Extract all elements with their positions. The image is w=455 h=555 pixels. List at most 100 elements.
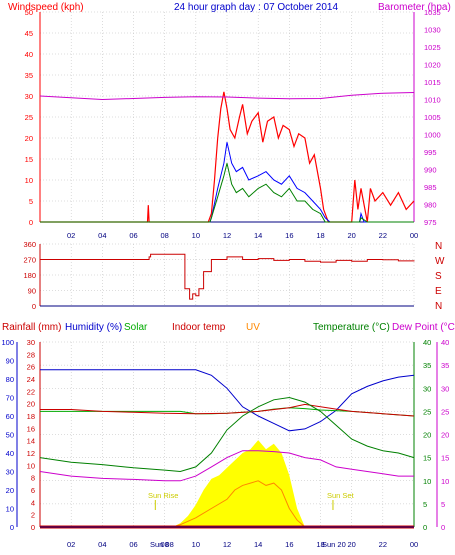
- wind-tick-label: 50: [25, 8, 33, 17]
- rain-tick-label: 4: [31, 498, 35, 507]
- dew-tick-label: 40: [441, 338, 449, 347]
- humidity-tick-label: 10: [6, 505, 14, 514]
- dew-tick-label: 0: [441, 523, 445, 532]
- x-tick-label: 18: [316, 231, 324, 240]
- x-tick-label: 08: [160, 540, 168, 549]
- humidity-tick-label: 40: [6, 449, 14, 458]
- x-tick-label: 12: [223, 231, 231, 240]
- dewpoint-label: Dew Point (°C): [392, 322, 455, 333]
- wind-direction-panel: 0 90 180 270 360: [23, 240, 415, 311]
- temp-tick-label: 10: [423, 477, 431, 486]
- temp-tick-label: 40: [423, 338, 431, 347]
- wind-tick-label: 0: [29, 218, 33, 227]
- wind-direction-series: [40, 253, 415, 300]
- compass-letter: N: [435, 301, 442, 312]
- x-tick-label: 14: [254, 540, 262, 549]
- wind-tick-label: 5: [29, 197, 33, 206]
- windspeed-label: Windspeed (kph): [8, 2, 84, 13]
- wind-tick-label: 10: [25, 176, 33, 185]
- dew-tick-label: 20: [441, 431, 449, 440]
- uv-series: [40, 480, 414, 528]
- humidity-tick-label: 50: [6, 431, 14, 440]
- dir-tick-label: 180: [23, 271, 36, 280]
- sunrise-label: Sun Rise: [148, 491, 178, 500]
- rain-tick-label: 8: [31, 474, 35, 483]
- dir-tick-label: 90: [28, 287, 36, 296]
- x-tick-label: 20: [347, 231, 355, 240]
- rain-tick-label: 26: [27, 363, 35, 372]
- x-tick-label: 10: [192, 540, 200, 549]
- rain-tick-label: 22: [27, 387, 35, 396]
- baro-tick-label: 990: [424, 166, 437, 175]
- x-tick-label: 08: [160, 231, 168, 240]
- humidity-tick-label: 20: [6, 486, 14, 495]
- indoor-series: [40, 403, 415, 417]
- compass-letter: N: [435, 241, 442, 252]
- dew-tick-label: 15: [441, 454, 449, 463]
- dir-tick-label: 360: [23, 240, 36, 249]
- baro-tick-label: 1020: [424, 61, 441, 70]
- x-tick-label: 04: [98, 540, 106, 549]
- wind-tick-label: 25: [25, 113, 33, 122]
- barometer-label: Barometer (hpa): [378, 2, 451, 13]
- temp-tick-label: 15: [423, 454, 431, 463]
- wind-series: [40, 91, 415, 223]
- rain-tick-label: 20: [27, 400, 35, 409]
- temp-tick-label: 25: [423, 407, 431, 416]
- temperature-label: Temperature (°C): [313, 322, 390, 333]
- dew-series: [39, 450, 414, 482]
- humidity-tick-label: 100: [1, 338, 14, 347]
- baro-tick-label: 1035: [424, 8, 441, 17]
- dir-tick-label: 270: [23, 256, 36, 265]
- compass-letter: W: [435, 256, 445, 267]
- wind-tick-label: 40: [25, 50, 33, 59]
- x-tick-label: 04: [98, 231, 106, 240]
- dew-tick-label: 10: [441, 477, 449, 486]
- rain-tick-label: 0: [31, 523, 35, 532]
- rain-tick-label: 16: [27, 424, 35, 433]
- x-tick-label: 02: [67, 540, 75, 549]
- humidity-tick-label: 0: [10, 523, 14, 532]
- baro-tick-label: 985: [424, 183, 437, 192]
- temp-tick-label: 20: [423, 431, 431, 440]
- rain-tick-label: 28: [27, 350, 35, 359]
- wind-tick-label: 45: [25, 29, 33, 38]
- rain-tick-label: 6: [31, 486, 35, 495]
- baro-tick-label: 1005: [424, 113, 441, 122]
- rain-tick-label: 12: [27, 449, 35, 458]
- dew-tick-label: 30: [441, 384, 449, 393]
- humidity-tick-label: 60: [6, 412, 14, 421]
- x-tick-label: 22: [379, 231, 387, 240]
- temp-tick-label: 30: [423, 384, 431, 393]
- baro-tick-label: 1010: [424, 96, 441, 105]
- baro-tick-label: 1025: [424, 43, 441, 52]
- indoor-temp-label: Indoor temp: [172, 322, 226, 333]
- rain-tick-label: 14: [27, 437, 35, 446]
- chart-title: 24 hour graph day : 07 October 2014: [174, 2, 338, 13]
- rain-tick-label: 10: [27, 461, 35, 470]
- uv-label: UV: [246, 322, 260, 333]
- temperature-humidity-panel: 02 04 06 08 10 12 14 16 18 20 22 000102030405060708…: [1, 338, 449, 549]
- temp-tick-label: 5: [423, 500, 427, 509]
- humidity-series: [40, 369, 415, 432]
- x-tick-label: 16: [285, 231, 293, 240]
- solar-label: Solar: [124, 322, 148, 333]
- x-tick-label: 20: [347, 540, 355, 549]
- wind-tick-label: 35: [25, 71, 33, 80]
- x-tick-label: 22: [379, 540, 387, 549]
- wind-tick-label: 15: [25, 155, 33, 164]
- humidity-tick-label: 70: [6, 394, 14, 403]
- sunset-label: Sun Set: [327, 491, 355, 500]
- dew-tick-label: 35: [441, 361, 449, 370]
- temp-series: [39, 396, 415, 473]
- rain-tick-label: 24: [27, 375, 35, 384]
- x-tick-label: 00: [410, 231, 418, 240]
- dew-tick-label: 25: [441, 407, 449, 416]
- x-tick-label: 14: [254, 231, 262, 240]
- temp-tick-label: 0: [423, 523, 427, 532]
- humidity-label: Humidity (%): [65, 322, 122, 333]
- baro-series: [39, 92, 415, 101]
- wind-tick-label: 20: [25, 134, 33, 143]
